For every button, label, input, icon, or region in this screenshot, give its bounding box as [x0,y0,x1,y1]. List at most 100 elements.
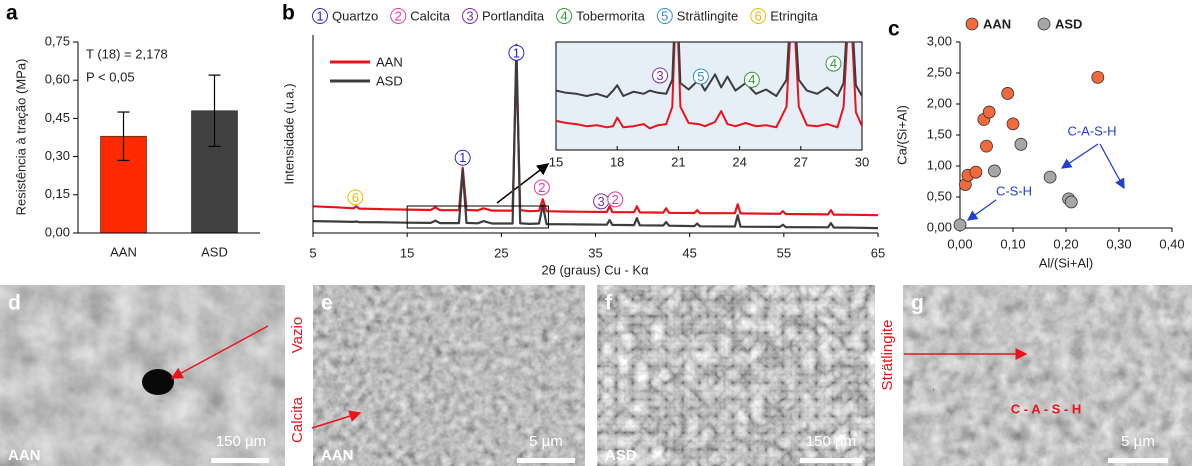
callout: C - A - S - H [1011,401,1082,416]
y-tick-label: 2,50 [927,64,952,79]
peak-marker-label: 2 [538,180,545,195]
panel-letter: d [8,292,21,315]
x-tick-label: AAN [110,244,137,259]
annotation: C-A-S-H [1067,123,1116,138]
peak-marker-label: 3 [598,194,605,209]
x-tick-label: 15 [549,154,563,169]
x-tick-label: 25 [494,245,508,260]
y-axis-label: Ca/(Si+Al) [894,105,909,165]
sample-label: ASD [605,447,637,464]
point [1065,196,1077,208]
sample-label: AAN [321,447,354,464]
point [1002,87,1014,99]
phase-name: Quartzo [332,8,378,23]
peak-marker-label: 1 [513,45,520,60]
x-tick-label: 0,40 [1159,236,1184,251]
annotation-arrow [968,200,996,220]
x-tick-label: 24 [732,154,746,169]
panel-letter: c [888,18,900,41]
phase-number: 3 [466,8,473,23]
point [983,106,995,118]
peak-marker-label: 6 [352,190,359,205]
x-tick-label: 21 [671,154,685,169]
x-tick-label: 0,20 [1053,236,1078,251]
x-tick-label: 65 [871,245,885,260]
void [142,369,174,395]
peak-marker-label: 5 [697,69,704,84]
point [1092,71,1104,83]
x-axis-label: Al/(Si+Al) [1039,255,1094,270]
y-axis-label: Intensidade (u.a.) [281,83,296,184]
callout: Strätlingite [879,320,896,391]
peak-marker-label: 4 [830,56,837,71]
panel-letter: b [282,2,295,25]
legend-marker [966,18,978,30]
phase-name: Calcita [410,8,451,23]
legend-label: AAN [983,16,1011,31]
y-tick-label: 0,50 [927,188,952,203]
y-tick-label: 3,00 [927,33,952,48]
annotation-arrow [1062,144,1098,168]
y-tick-label: 0,00 [927,219,952,234]
y-tick-label: 0,60 [45,72,70,87]
scale-label: 5 µm [1121,433,1155,450]
phase-name: Portlandita [482,8,545,23]
scale-label: 150 µm [216,433,266,450]
y-tick-label: 2,00 [927,95,952,110]
scale-bar [800,458,862,463]
y-axis-label: Resistência à tração (MPa) [13,59,28,216]
panel-letter: a [6,2,18,25]
point [988,165,1000,177]
phase-number: 2 [395,8,402,23]
x-axis-label: 2θ (graus) Cu - Kα [541,262,649,277]
y-tick-label: 0,45 [45,110,70,125]
panel-letter: f [605,292,613,315]
scale-bar [517,458,575,463]
point [1015,138,1027,150]
x-tick-label: ASD [201,244,228,259]
annotation: C-S-H [996,183,1032,198]
legend-label: ASD [376,73,403,88]
x-tick-label: 45 [682,245,696,260]
peak-marker-label: 4 [748,72,755,87]
legend-marker [1038,18,1050,30]
scale-label: 5 µm [529,433,563,450]
point [1044,171,1056,183]
callout: Vazio [289,317,306,353]
phase-number: 1 [316,8,323,23]
point [981,140,993,152]
peak-marker-label: 3 [656,68,663,83]
legend-label: AAN [376,54,403,69]
x-tick-label: 18 [610,154,624,169]
y-tick-label: 0,15 [45,186,70,201]
annotation-arrow [1100,144,1124,188]
panel-letter: g [911,292,924,315]
scale-bar [1108,458,1168,463]
scale-label: 150 µm [806,433,856,450]
y-tick-label: 0,00 [45,224,70,239]
sample-label: AAN [8,447,41,464]
phase-number: 6 [755,8,762,23]
phase-number: 5 [661,8,668,23]
annotation: P < 0,05 [86,69,135,84]
y-tick-label: 0,30 [45,148,70,163]
peak-marker-label: 1 [459,150,466,165]
phase-name: Tobermorita [576,8,645,23]
y-tick-label: 0,75 [45,33,70,48]
micrograph: f ASD 150 µm [597,285,875,466]
legend-label: ASD [1055,16,1082,31]
y-tick-label: 1,50 [927,126,952,141]
point [970,166,982,178]
point [954,219,966,231]
figure: a b c Resistência à tração (MPa) T (18) … [0,0,1192,466]
x-tick-label: 0,00 [947,236,972,251]
x-tick-label: 0,30 [1106,236,1131,251]
y-tick-label: 1,00 [927,157,952,172]
x-tick-label: 5 [309,245,316,260]
phase-name: Etringita [770,8,818,23]
point [1007,118,1019,130]
x-tick-label: 35 [588,245,602,260]
x-tick-label: 55 [777,245,791,260]
phase-number: 4 [561,8,568,23]
scale-bar [211,458,269,463]
